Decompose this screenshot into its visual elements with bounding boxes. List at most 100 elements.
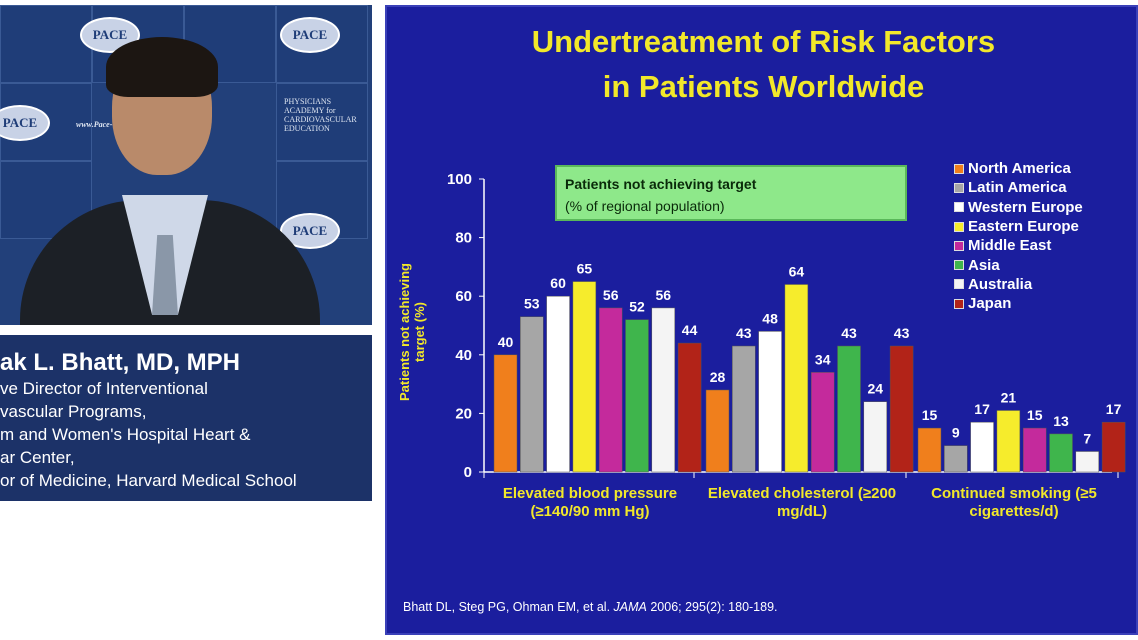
bar xyxy=(546,295,570,473)
bar-value-label: 53 xyxy=(524,296,540,312)
bar xyxy=(784,284,809,473)
bar-value-label: 44 xyxy=(682,322,698,338)
bar-value-label: 13 xyxy=(1053,413,1069,429)
x-category-label: Elevated cholesterol (≥200 mg/dL) xyxy=(707,485,897,520)
bar xyxy=(572,281,597,473)
annotation-subtitle: (% of regional population) xyxy=(565,198,725,214)
bar xyxy=(1075,451,1100,473)
bar-value-label: 43 xyxy=(841,325,857,341)
speaker-role: vascular Programs, xyxy=(0,402,147,421)
bar xyxy=(732,345,756,473)
legend-label: North America xyxy=(968,160,1071,178)
bar-value-label: 15 xyxy=(1027,407,1043,423)
legend-swatch xyxy=(954,260,964,271)
speaker-role: ve Director of Interventional xyxy=(0,379,208,398)
speaker-role: ar Center, xyxy=(0,448,75,467)
bar xyxy=(1049,433,1073,473)
bar-value-label: 48 xyxy=(762,310,778,326)
speaker-role: or of Medicine, Harvard Medical School xyxy=(0,471,297,490)
backdrop-text: PHYSICIANS ACADEMY for CARDIOVASCULAR ED… xyxy=(284,97,357,133)
bar xyxy=(1101,421,1126,473)
legend-swatch xyxy=(954,240,964,251)
y-tick-label: 100 xyxy=(447,171,472,188)
bar-value-label: 43 xyxy=(736,325,752,341)
bar xyxy=(493,354,518,473)
citation-journal: JAMA xyxy=(613,600,647,614)
bar xyxy=(810,372,835,473)
speaker-video: PACE PACE PACE PACE PHYSICIANS ACADEMY f… xyxy=(0,5,372,325)
bar-value-label: 15 xyxy=(922,407,938,423)
bar-value-label: 56 xyxy=(656,287,672,303)
bar xyxy=(625,319,649,473)
bar xyxy=(758,331,782,473)
bar-value-label: 17 xyxy=(1106,401,1122,417)
y-tick-label: 60 xyxy=(455,288,472,305)
bar-value-label: 21 xyxy=(1001,389,1017,405)
bar-value-label: 60 xyxy=(550,275,566,291)
bar-value-label: 40 xyxy=(498,334,514,350)
bar-value-label: 24 xyxy=(868,381,884,397)
bar xyxy=(705,389,730,473)
bar-value-label: 17 xyxy=(974,401,990,417)
legend-item: Latin America xyxy=(954,178,1083,197)
citation: Bhatt DL, Steg PG, Ohman EM, et al. JAMA… xyxy=(403,600,778,614)
citation-authors: Bhatt DL, Steg PG, Ohman EM, et al. xyxy=(403,600,614,614)
legend-swatch xyxy=(954,298,964,309)
legend-item: Western Europe xyxy=(954,198,1083,217)
bar xyxy=(1022,427,1047,473)
legend-label: Japan xyxy=(968,295,1012,313)
bar-value-label: 64 xyxy=(789,263,805,279)
legend-item: Australia xyxy=(954,275,1083,294)
legend: North America Latin America Western Europe… xyxy=(954,159,1083,313)
speaker-name: ak L. Bhatt, MD, MPH xyxy=(0,349,241,376)
legend-swatch xyxy=(954,221,964,232)
slide: Undertreatment of Risk Factors in Patien… xyxy=(385,5,1138,635)
bar xyxy=(970,421,994,473)
legend-swatch xyxy=(954,163,964,174)
bar xyxy=(598,307,623,473)
y-tick-label: 0 xyxy=(464,464,472,481)
bar-value-label: 52 xyxy=(629,299,645,315)
bar xyxy=(917,427,942,473)
legend-swatch xyxy=(954,202,964,213)
backdrop-url: www.Pace-CME.org xyxy=(76,120,144,129)
annotation-title: Patients not achieving target xyxy=(565,176,757,192)
legend-label: Middle East xyxy=(968,237,1052,255)
backdrop-tile xyxy=(0,5,92,83)
legend-label: Asia xyxy=(968,256,1000,274)
pace-logo: PACE xyxy=(280,17,340,53)
x-category-label: Continued smoking (≥5 cigarettes/d) xyxy=(931,485,1097,520)
bar xyxy=(520,316,544,473)
bar-value-label: 34 xyxy=(815,351,831,367)
bar xyxy=(996,410,1021,473)
legend-item: Eastern Europe xyxy=(954,217,1083,236)
person-hair xyxy=(106,37,218,97)
bar-value-label: 65 xyxy=(577,261,593,277)
pace-logo: PACE xyxy=(0,105,50,141)
bar xyxy=(944,445,968,473)
legend-item: North America xyxy=(954,159,1083,178)
legend-item: Middle East xyxy=(954,236,1083,255)
title-line: Undertreatment of Risk Factors xyxy=(531,24,996,59)
annotation-box: Patients not achieving target (% of regi… xyxy=(555,165,907,221)
legend-item: Japan xyxy=(954,294,1083,313)
y-tick-label: 80 xyxy=(455,230,472,247)
legend-item: Asia xyxy=(954,255,1083,274)
speaker-role: m and Women's Hospital Heart & xyxy=(0,425,251,444)
legend-swatch xyxy=(954,182,964,193)
bar xyxy=(889,345,914,473)
bar xyxy=(677,342,702,473)
x-category-label: Elevated blood pressure (≥140/90 mm Hg) xyxy=(502,485,678,520)
bar-value-label: 28 xyxy=(710,369,726,385)
slide-title: Undertreatment of Risk Factors in Patien… xyxy=(387,19,1138,109)
bar-value-label: 7 xyxy=(1083,430,1091,446)
title-line: in Patients Worldwide xyxy=(602,69,925,104)
bar-value-label: 43 xyxy=(894,325,910,341)
speaker-card: ak L. Bhatt, MD, MPH ve Director of Inte… xyxy=(0,335,372,501)
bar-value-label: 56 xyxy=(603,287,619,303)
legend-label: Latin America xyxy=(968,179,1067,197)
legend-label: Eastern Europe xyxy=(968,218,1079,236)
backdrop-tile xyxy=(276,83,368,161)
bar xyxy=(863,401,888,473)
bar xyxy=(837,345,861,473)
